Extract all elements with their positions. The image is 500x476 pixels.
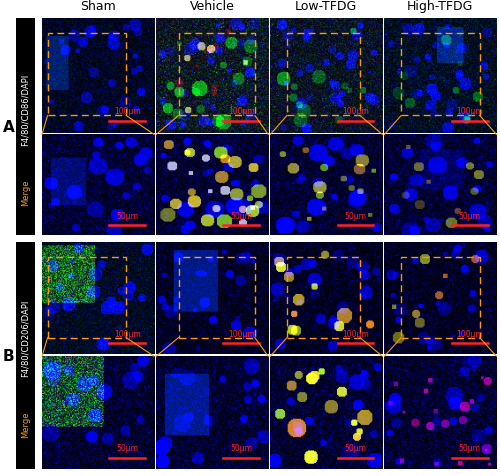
Text: 50μm: 50μm bbox=[458, 211, 480, 220]
Text: 100μm: 100μm bbox=[342, 107, 369, 116]
Text: F4/80/CD86/DAPI: F4/80/CD86/DAPI bbox=[21, 74, 30, 146]
Text: 50μm: 50μm bbox=[116, 211, 138, 220]
Text: F4/80/CD206/DAPI: F4/80/CD206/DAPI bbox=[21, 299, 30, 377]
Bar bbox=[401, 258, 479, 338]
Text: 50μm: 50μm bbox=[230, 443, 252, 452]
Text: High-TFDG: High-TFDG bbox=[407, 0, 474, 13]
Bar bbox=[287, 258, 360, 338]
Text: Vehicle: Vehicle bbox=[190, 0, 234, 13]
Text: 100μm: 100μm bbox=[456, 107, 483, 116]
Text: 50μm: 50μm bbox=[344, 443, 366, 452]
Text: Merge: Merge bbox=[21, 179, 30, 206]
Text: 50μm: 50μm bbox=[458, 443, 480, 452]
Bar bbox=[178, 258, 255, 338]
Text: B: B bbox=[2, 348, 14, 363]
Text: 100μm: 100μm bbox=[342, 329, 369, 338]
Bar bbox=[48, 258, 126, 338]
Text: 100μm: 100μm bbox=[114, 329, 140, 338]
Text: 100μm: 100μm bbox=[228, 107, 254, 116]
Text: 100μm: 100μm bbox=[114, 107, 140, 116]
Text: 50μm: 50μm bbox=[116, 443, 138, 452]
Text: 100μm: 100μm bbox=[228, 329, 254, 338]
Text: 50μm: 50μm bbox=[344, 211, 366, 220]
Text: Merge: Merge bbox=[21, 410, 30, 437]
Text: 100μm: 100μm bbox=[456, 329, 483, 338]
Bar bbox=[287, 34, 360, 116]
Text: Low-TFDG: Low-TFDG bbox=[295, 0, 358, 13]
Text: Sham: Sham bbox=[80, 0, 116, 13]
Text: A: A bbox=[2, 120, 14, 135]
Bar bbox=[178, 34, 255, 116]
Bar bbox=[48, 34, 126, 116]
Bar bbox=[401, 34, 479, 116]
Text: 50μm: 50μm bbox=[230, 211, 252, 220]
